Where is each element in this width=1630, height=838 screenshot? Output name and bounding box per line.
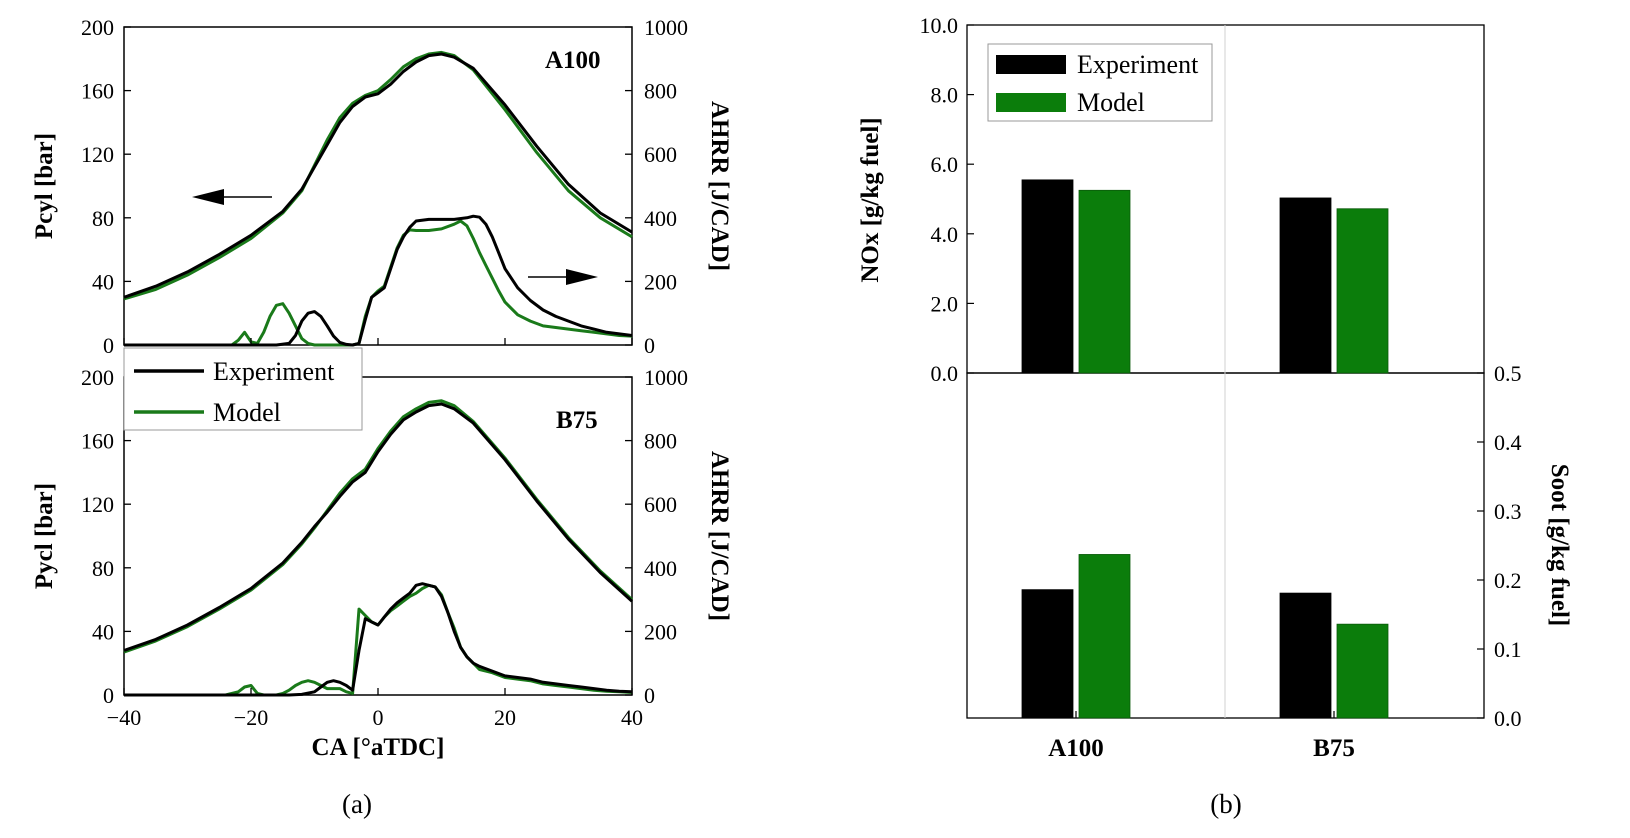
soot-tick-label: 0.2 bbox=[1494, 568, 1522, 593]
legend-experiment-label: Experiment bbox=[213, 357, 335, 386]
panel-b-bars bbox=[1021, 179, 1389, 719]
a-bottom-left-tick-label: 160 bbox=[81, 429, 114, 454]
panel-a: 0408012016020002004006008001000040801201… bbox=[31, 15, 733, 819]
a-top-model-ahrr-line bbox=[124, 219, 633, 347]
panel-b-ticks: 0.0 2.0 4.0 6.0 8.0 10.0 0.0 0.1 0.2 0.3 0.4 0.5 A10… bbox=[920, 13, 1522, 762]
a-bottom-experiment-ahrr-line bbox=[124, 582, 633, 697]
a-x-tick-label: 0 bbox=[373, 705, 384, 730]
soot-bar-experiment-b75 bbox=[1279, 592, 1332, 719]
a-top-left-tick-label: 120 bbox=[81, 142, 114, 167]
a-top-left-tick-label: 160 bbox=[81, 79, 114, 104]
a-x-tick-label: 40 bbox=[621, 705, 643, 730]
caption-a: (a) bbox=[342, 789, 372, 819]
legend-experiment-label: Experiment bbox=[1077, 50, 1199, 79]
legend-panel-b: Experiment Model bbox=[987, 43, 1213, 122]
a-top-right-tick-label: 1000 bbox=[644, 15, 688, 40]
legend-panel-a: Experiment Model bbox=[123, 347, 363, 431]
soot-tick-label: 0.4 bbox=[1494, 430, 1522, 455]
case-label-a100: A100 bbox=[545, 47, 601, 74]
nox-bar-model-a100 bbox=[1078, 189, 1131, 374]
case-label-b75: B75 bbox=[556, 407, 598, 434]
panel-a-top-plot bbox=[123, 50, 633, 347]
a-bottom-model-pressure-line bbox=[123, 399, 634, 654]
a-bottom-right-tick-label: 200 bbox=[644, 619, 677, 644]
b-category-label-b75: B75 bbox=[1313, 735, 1355, 762]
nox-tick-label: 4.0 bbox=[931, 222, 959, 247]
nox-tick-label: 6.0 bbox=[931, 152, 959, 177]
legend-model-label: Model bbox=[1077, 88, 1145, 117]
soot-tick-label: 0.1 bbox=[1494, 637, 1522, 662]
a-x-tick-label: 20 bbox=[494, 705, 516, 730]
a-top-right-tick-label: 400 bbox=[644, 206, 677, 231]
a-bottom-right-axis-label: AHRR [J/CAD] bbox=[706, 451, 733, 621]
nox-tick-label: 8.0 bbox=[931, 83, 959, 108]
a-bottom-right-tick-label: 0 bbox=[644, 683, 655, 708]
a-bottom-right-tick-label: 800 bbox=[644, 429, 677, 454]
a-top-experiment-ahrr-line bbox=[124, 214, 633, 347]
a-top-right-tick-label: 200 bbox=[644, 269, 677, 294]
legend-box bbox=[123, 347, 363, 431]
a-top-model-pressure-line bbox=[123, 50, 633, 301]
nox-bar-experiment-a100 bbox=[1021, 179, 1074, 374]
b-soot-axis-label: Soot [g/kg fuel] bbox=[1546, 464, 1573, 627]
nox-tick-label: 10.0 bbox=[920, 13, 959, 38]
a-top-experiment-pressure-line bbox=[123, 52, 633, 299]
a-top-left-tick-label: 80 bbox=[92, 206, 114, 231]
a-bottom-model-ahrr-line bbox=[124, 583, 633, 697]
a-top-left-tick-label: 0 bbox=[103, 333, 114, 358]
a-x-axis-label: CA [°aTDC] bbox=[312, 734, 445, 761]
nox-tick-label: 2.0 bbox=[931, 291, 959, 316]
a-top-left-tick-label: 40 bbox=[92, 269, 114, 294]
a-bottom-right-tick-label: 400 bbox=[644, 556, 677, 581]
b-nox-axis-label: NOx [g/kg fuel] bbox=[857, 117, 884, 282]
a-top-right-tick-label: 800 bbox=[644, 79, 677, 104]
a-bottom-left-tick-label: 0 bbox=[103, 683, 114, 708]
nox-bar-model-b75 bbox=[1336, 208, 1389, 374]
soot-bar-model-a100 bbox=[1078, 554, 1131, 719]
a-bottom-experiment-pressure-line bbox=[123, 402, 634, 652]
a-bottom-left-tick-label: 40 bbox=[92, 619, 114, 644]
b-category-label-a100: A100 bbox=[1048, 735, 1104, 762]
caption-b: (b) bbox=[1210, 789, 1241, 819]
a-bottom-left-tick-label: 120 bbox=[81, 492, 114, 517]
nox-tick-label: 0.0 bbox=[931, 361, 959, 386]
panel-a-bottom-plot bbox=[123, 399, 634, 697]
soot-bar-model-b75 bbox=[1336, 623, 1389, 719]
a-bottom-left-tick-label: 200 bbox=[81, 365, 114, 390]
panel-a-ticks: 0408012016020002004006008001000040801201… bbox=[81, 15, 688, 730]
a-top-right-tick-label: 0 bbox=[644, 333, 655, 358]
panel-b: 0.0 2.0 4.0 6.0 8.0 10.0 0.0 0.1 0.2 0.3 0.4 0.5 A10… bbox=[857, 13, 1573, 819]
soot-bar-experiment-a100 bbox=[1021, 589, 1074, 719]
a-x-tick-label: −40 bbox=[107, 705, 141, 730]
a-bottom-right-tick-label: 600 bbox=[644, 492, 677, 517]
soot-tick-label: 0.5 bbox=[1494, 361, 1522, 386]
soot-tick-label: 0.3 bbox=[1494, 499, 1522, 524]
a-bottom-right-tick-label: 1000 bbox=[644, 365, 688, 390]
a-bottom-left-axis-label: Pycl [bar] bbox=[31, 483, 58, 589]
legend-model-label: Model bbox=[213, 398, 281, 427]
a-top-right-axis-label: AHRR [J/CAD] bbox=[706, 101, 733, 271]
panel-a-top-frame bbox=[123, 26, 633, 346]
a-x-tick-label: −20 bbox=[234, 705, 268, 730]
arrow-left-pressure-axis bbox=[192, 189, 272, 205]
arrow-right-ahrr-axis bbox=[528, 269, 598, 285]
a-top-left-tick-label: 200 bbox=[81, 15, 114, 40]
legend-model-swatch bbox=[996, 93, 1066, 112]
nox-bar-experiment-b75 bbox=[1279, 197, 1332, 374]
a-top-left-axis-label: Pcyl [bar] bbox=[31, 133, 58, 239]
a-bottom-left-tick-label: 80 bbox=[92, 556, 114, 581]
legend-experiment-swatch bbox=[996, 55, 1066, 74]
a-top-right-tick-label: 600 bbox=[644, 142, 677, 167]
soot-tick-label: 0.0 bbox=[1494, 706, 1522, 731]
